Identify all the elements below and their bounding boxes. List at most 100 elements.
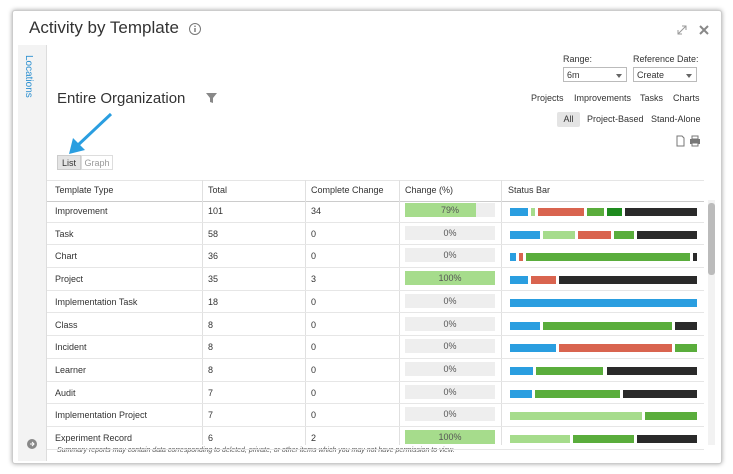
table-cell: 0 bbox=[311, 387, 317, 398]
sidebar-label[interactable]: Locations bbox=[23, 55, 34, 98]
status-segment bbox=[558, 344, 673, 353]
status-segment bbox=[535, 389, 620, 398]
nav-link[interactable]: Improvements bbox=[574, 93, 632, 103]
title: Activity by Template bbox=[29, 18, 179, 37]
window-controls[interactable] bbox=[676, 24, 712, 36]
status-segment bbox=[624, 208, 697, 216]
status-segment bbox=[623, 389, 697, 398]
filter-option-active[interactable]: All bbox=[557, 112, 580, 127]
table-cell: 100% bbox=[438, 432, 462, 442]
arrow bbox=[69, 112, 113, 154]
change-bar-bg bbox=[405, 316, 495, 331]
status-segment bbox=[644, 412, 697, 421]
table-row bbox=[47, 291, 704, 314]
table-cell: 18 bbox=[208, 296, 219, 307]
table-row bbox=[47, 268, 704, 291]
table-cell: Implementation Project bbox=[55, 410, 148, 421]
status-segment bbox=[510, 253, 517, 262]
status-segment bbox=[538, 208, 585, 216]
change-bar-bg bbox=[405, 384, 495, 399]
table-row bbox=[47, 336, 704, 359]
status-segment bbox=[510, 366, 534, 375]
table-cell: Learner bbox=[55, 364, 87, 375]
table-cell: 0 bbox=[311, 319, 317, 330]
status-segment bbox=[573, 435, 634, 443]
status-segment bbox=[510, 230, 541, 239]
table-cell: Audit bbox=[55, 387, 76, 398]
table-cell: 3 bbox=[311, 274, 317, 285]
status-segment bbox=[675, 344, 697, 353]
table-cell: 6 bbox=[208, 433, 214, 443]
status-segment bbox=[637, 230, 697, 239]
table-cell: 0% bbox=[443, 363, 457, 374]
change-bar bbox=[405, 271, 495, 286]
table-row bbox=[47, 359, 704, 382]
table-cell: 8 bbox=[208, 342, 214, 353]
table-row bbox=[47, 314, 704, 337]
sidebar bbox=[18, 45, 47, 461]
table-cell: 8 bbox=[208, 364, 214, 375]
table-cell: 0 bbox=[311, 342, 317, 353]
range-label: Range: bbox=[563, 54, 593, 64]
filter-option[interactable]: Stand-Alone bbox=[651, 114, 701, 124]
column-header: Complete Change bbox=[311, 185, 384, 195]
status-segment bbox=[675, 321, 697, 330]
nav-link[interactable]: Charts bbox=[673, 93, 700, 103]
range-select[interactable]: 6m bbox=[563, 67, 627, 82]
change-bar-bg bbox=[405, 339, 495, 354]
table-cell: 0% bbox=[443, 250, 457, 261]
change-bar bbox=[405, 430, 495, 444]
status-segment bbox=[510, 321, 540, 330]
status-segment bbox=[530, 276, 556, 285]
table-cell: 8 bbox=[208, 319, 214, 330]
table-row bbox=[47, 382, 704, 405]
table-header bbox=[47, 180, 704, 202]
table-cell: 0% bbox=[443, 386, 457, 397]
table-cell: 34 bbox=[311, 206, 322, 216]
table-cell: 0 bbox=[311, 410, 317, 421]
list-toggle[interactable]: List bbox=[57, 155, 81, 170]
table-row bbox=[47, 427, 704, 450]
scrollbar bbox=[708, 200, 715, 445]
expand-button[interactable] bbox=[26, 438, 38, 450]
footnote: Summary reports may contain data corresp… bbox=[57, 447, 455, 454]
status-segment bbox=[543, 321, 672, 330]
status-segment bbox=[614, 230, 635, 239]
table-cell: Chart bbox=[55, 251, 78, 262]
table-cell: Implementation Task bbox=[55, 296, 138, 307]
status-segment bbox=[692, 253, 697, 262]
status-segment bbox=[543, 230, 575, 239]
change-bar-bg bbox=[405, 225, 495, 240]
nav-link[interactable]: Tasks bbox=[640, 93, 664, 103]
table-cell: 79% bbox=[440, 205, 459, 215]
status-segment bbox=[606, 366, 697, 375]
nav-link[interactable]: Projects bbox=[531, 93, 564, 103]
status-segment bbox=[558, 276, 697, 285]
table-cell: 58 bbox=[208, 228, 219, 239]
table-cell: Improvement bbox=[55, 206, 108, 216]
info-icon[interactable] bbox=[188, 22, 202, 36]
change-bar-bg bbox=[405, 293, 495, 308]
table-cell: 36 bbox=[208, 251, 219, 262]
filter-option[interactable]: Project-Based bbox=[587, 114, 644, 124]
scope-title: Entire Organization bbox=[57, 90, 186, 107]
table-cell: 101 bbox=[208, 206, 224, 216]
table-cell: 0% bbox=[443, 227, 457, 238]
table-cell: 0 bbox=[311, 251, 317, 262]
status-segment bbox=[519, 253, 524, 262]
reference-select[interactable]: Create bbox=[633, 67, 697, 82]
change-bar-bg bbox=[405, 407, 495, 422]
change-bar bbox=[405, 203, 477, 217]
change-bar-bg bbox=[405, 248, 495, 263]
table-cell: 0% bbox=[443, 295, 457, 306]
status-segment bbox=[510, 412, 642, 421]
table-cell: 0% bbox=[443, 318, 457, 329]
table-row bbox=[47, 223, 704, 246]
status-segment bbox=[526, 253, 690, 262]
export-icons[interactable] bbox=[676, 135, 702, 147]
table-cell: 0% bbox=[443, 409, 457, 420]
graph-toggle[interactable]: Graph bbox=[81, 155, 113, 170]
filter-icon[interactable] bbox=[205, 92, 218, 104]
table-row bbox=[47, 200, 704, 223]
